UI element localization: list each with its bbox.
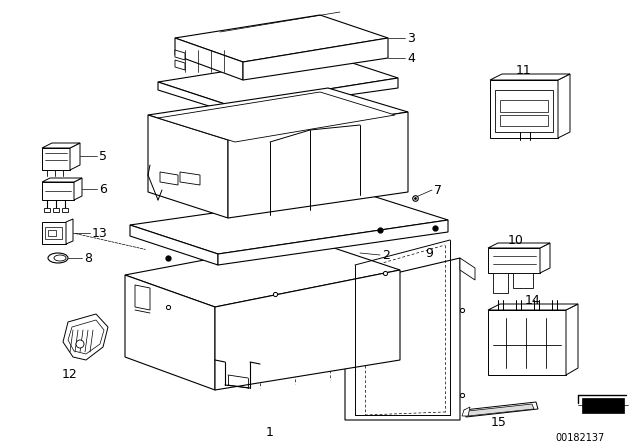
- Polygon shape: [493, 273, 508, 293]
- Text: 1: 1: [266, 426, 274, 439]
- Polygon shape: [160, 172, 178, 185]
- Polygon shape: [488, 310, 566, 375]
- Polygon shape: [460, 258, 475, 280]
- Polygon shape: [125, 275, 215, 390]
- Text: 8: 8: [84, 251, 92, 264]
- Polygon shape: [175, 38, 243, 80]
- Polygon shape: [42, 182, 74, 200]
- Text: 7: 7: [434, 184, 442, 197]
- Polygon shape: [566, 304, 578, 375]
- Polygon shape: [175, 60, 185, 70]
- Polygon shape: [68, 320, 104, 354]
- Text: 10: 10: [508, 233, 524, 246]
- Polygon shape: [175, 50, 185, 60]
- Polygon shape: [215, 270, 400, 390]
- Polygon shape: [135, 285, 150, 310]
- Text: 13: 13: [92, 227, 108, 240]
- Polygon shape: [228, 112, 408, 218]
- Polygon shape: [74, 178, 82, 200]
- Text: 12: 12: [62, 367, 78, 380]
- Text: 2: 2: [382, 249, 390, 262]
- Text: 5: 5: [99, 150, 107, 163]
- Polygon shape: [148, 88, 408, 140]
- Polygon shape: [158, 55, 398, 105]
- Polygon shape: [158, 82, 228, 112]
- Polygon shape: [148, 115, 228, 218]
- Polygon shape: [42, 222, 66, 244]
- Polygon shape: [495, 90, 553, 132]
- Polygon shape: [45, 227, 62, 239]
- Polygon shape: [130, 192, 448, 254]
- Polygon shape: [582, 398, 624, 413]
- Polygon shape: [500, 115, 548, 126]
- Polygon shape: [125, 240, 400, 307]
- Ellipse shape: [54, 255, 66, 261]
- Polygon shape: [42, 148, 70, 170]
- Polygon shape: [63, 314, 108, 360]
- Polygon shape: [44, 208, 50, 212]
- Polygon shape: [462, 407, 470, 416]
- Text: 11: 11: [516, 64, 532, 77]
- Polygon shape: [513, 273, 533, 288]
- Polygon shape: [175, 15, 388, 62]
- Polygon shape: [500, 100, 548, 112]
- Polygon shape: [488, 243, 550, 248]
- Polygon shape: [48, 230, 56, 236]
- Polygon shape: [66, 219, 73, 244]
- Polygon shape: [62, 208, 68, 212]
- Polygon shape: [490, 80, 558, 138]
- Polygon shape: [70, 143, 80, 170]
- Text: 9: 9: [425, 246, 433, 259]
- Polygon shape: [488, 248, 540, 273]
- Polygon shape: [53, 208, 59, 212]
- Polygon shape: [490, 74, 570, 80]
- Ellipse shape: [48, 253, 68, 263]
- Text: 15: 15: [491, 415, 507, 428]
- Polygon shape: [180, 172, 200, 185]
- Text: 3: 3: [407, 31, 415, 44]
- Polygon shape: [540, 243, 550, 273]
- Text: 4: 4: [407, 52, 415, 65]
- Text: 14: 14: [525, 293, 541, 306]
- Text: 00182137: 00182137: [556, 433, 605, 443]
- Polygon shape: [243, 38, 388, 80]
- Polygon shape: [488, 304, 578, 310]
- Polygon shape: [228, 78, 398, 112]
- Circle shape: [76, 340, 84, 348]
- Polygon shape: [345, 258, 460, 420]
- Text: 6: 6: [99, 182, 107, 195]
- Polygon shape: [42, 178, 82, 182]
- Polygon shape: [42, 143, 80, 148]
- Polygon shape: [218, 220, 448, 265]
- Polygon shape: [158, 92, 395, 142]
- Polygon shape: [464, 402, 538, 417]
- Polygon shape: [468, 404, 534, 416]
- Polygon shape: [130, 225, 218, 265]
- Polygon shape: [558, 74, 570, 138]
